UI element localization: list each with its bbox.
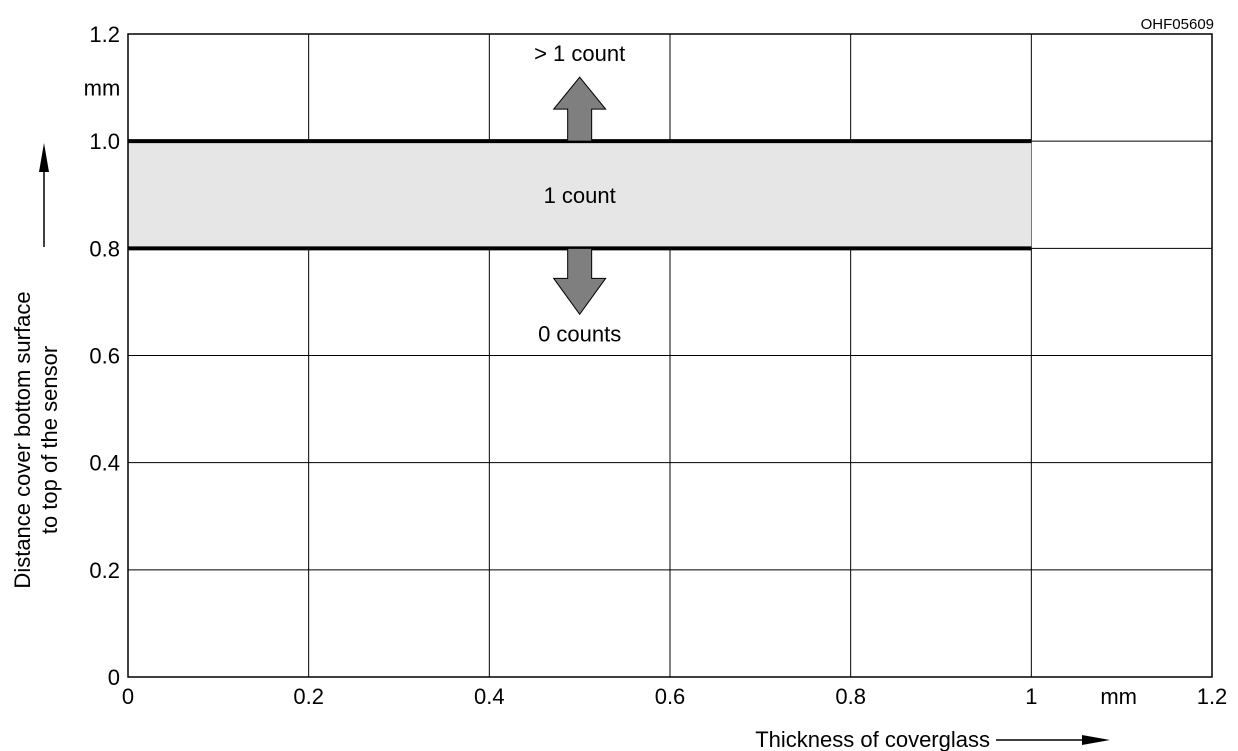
band-label: 1 count xyxy=(544,183,616,208)
arrow-down-icon xyxy=(552,247,607,316)
x-tick-label-6: 1.2 xyxy=(1197,684,1228,709)
arrow-up-icon xyxy=(552,76,607,142)
x-axis-label: Thickness of coverglass xyxy=(755,727,990,751)
x-axis-unit: mm xyxy=(1100,684,1137,709)
annotation-more-than-one-count: > 1 count xyxy=(534,41,625,66)
y-tick-label-0: 0 xyxy=(108,665,120,690)
x-axis-arrow-head-icon xyxy=(1082,735,1110,745)
x-tick-labels: 0 0.2 0.4 0.6 0.8 1 1.2 xyxy=(122,684,1227,709)
y-axis-unit: mm xyxy=(84,76,121,101)
y-axis-label-line1: Distance cover bottom surface xyxy=(10,291,35,588)
y-tick-label-3: 0.6 xyxy=(89,344,120,369)
x-tick-label-4: 0.8 xyxy=(835,684,866,709)
x-tick-label-2: 0.4 xyxy=(474,684,505,709)
grid xyxy=(127,33,1213,678)
y-tick-label-1: 0.2 xyxy=(89,558,120,583)
y-tick-label-6: 1.2 xyxy=(89,22,120,47)
x-axis-direction-arrow xyxy=(996,735,1110,745)
y-tick-label-2: 0.4 xyxy=(89,451,120,476)
y-tick-label-4: 0.8 xyxy=(89,236,120,261)
x-tick-label-1: 0.2 xyxy=(293,684,324,709)
x-tick-label-0: 0 xyxy=(122,684,134,709)
y-tick-label-5: 1.0 xyxy=(89,129,120,154)
y-axis-label-line2: to top of the sensor xyxy=(37,346,62,534)
x-tick-label-5: 1 xyxy=(1025,684,1037,709)
y-axis-direction-arrow xyxy=(39,143,49,247)
plot-frame xyxy=(127,33,1213,678)
count-arrows xyxy=(552,76,607,316)
y-tick-labels: 0 0.2 0.4 0.6 0.8 1.0 1.2 xyxy=(89,22,120,690)
y-axis-label: Distance cover bottom surface to top of … xyxy=(10,291,62,588)
x-tick-label-3: 0.6 xyxy=(655,684,686,709)
annotation-zero-counts: 0 counts xyxy=(538,321,621,346)
one-count-band xyxy=(128,141,1032,249)
y-axis-arrow-head-icon xyxy=(39,143,49,172)
figure-code: OHF05609 xyxy=(1141,16,1214,33)
